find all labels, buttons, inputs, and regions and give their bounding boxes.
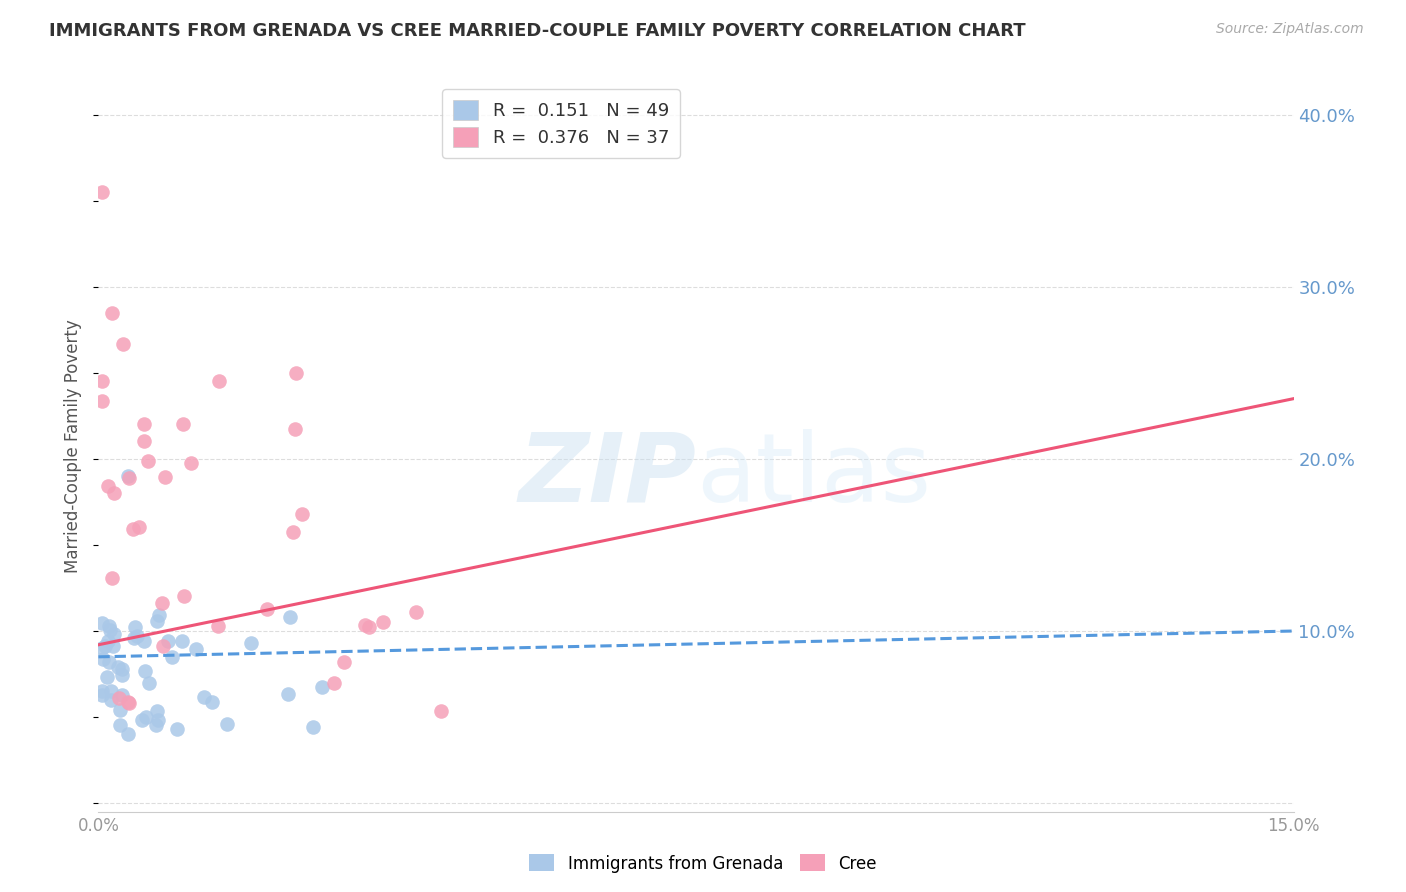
Point	[97, 479, 120, 493]
Point	[145, 614, 167, 628]
Point	[117, 726, 139, 740]
Point	[100, 693, 122, 707]
Point	[112, 337, 135, 351]
Point	[148, 608, 170, 623]
Point	[91, 375, 114, 389]
Point	[172, 633, 194, 648]
Point	[256, 602, 278, 616]
Text: atlas: atlas	[696, 429, 931, 522]
Point	[91, 185, 114, 199]
Point	[98, 619, 121, 633]
Point	[146, 704, 169, 718]
Point	[172, 417, 194, 432]
Point	[91, 616, 114, 631]
Point	[281, 524, 304, 539]
Point	[107, 659, 129, 673]
Text: IMMIGRANTS FROM GRENADA VS CREE MARRIED-COUPLE FAMILY POVERTY CORRELATION CHART: IMMIGRANTS FROM GRENADA VS CREE MARRIED-…	[49, 22, 1026, 40]
Point	[97, 634, 120, 648]
Point	[101, 305, 124, 319]
Point	[121, 522, 143, 536]
Point	[215, 716, 238, 731]
Point	[91, 393, 114, 408]
Point	[153, 470, 176, 484]
Point	[134, 634, 156, 648]
Point	[118, 696, 141, 710]
Point	[108, 690, 131, 705]
Point	[98, 655, 121, 669]
Point	[284, 422, 307, 436]
Point	[91, 652, 114, 666]
Point	[111, 667, 134, 681]
Point	[131, 713, 153, 727]
Point	[110, 688, 132, 702]
Point	[110, 662, 132, 676]
Legend: R =  0.151   N = 49, R =  0.376   N = 37: R = 0.151 N = 49, R = 0.376 N = 37	[441, 89, 681, 158]
Point	[96, 670, 118, 684]
Point	[98, 624, 121, 638]
Point	[91, 688, 114, 702]
Point	[134, 665, 156, 679]
Point	[117, 469, 139, 483]
Point	[103, 627, 125, 641]
Point	[323, 676, 346, 690]
Point	[110, 718, 132, 732]
Point	[101, 640, 124, 654]
Point	[302, 720, 325, 734]
Point	[240, 635, 263, 649]
Point	[429, 704, 451, 718]
Point	[91, 684, 114, 698]
Point	[127, 629, 149, 643]
Point	[132, 417, 155, 432]
Point	[91, 641, 114, 656]
Point	[173, 589, 195, 603]
Point	[371, 615, 394, 629]
Point	[94, 640, 117, 654]
Point	[186, 642, 208, 657]
Point	[145, 718, 167, 732]
Y-axis label: Married-Couple Family Poverty: Married-Couple Family Poverty	[65, 319, 83, 573]
Point	[128, 520, 150, 534]
Point	[146, 714, 169, 728]
Point	[150, 596, 173, 610]
Point	[291, 507, 314, 521]
Text: Source: ZipAtlas.com: Source: ZipAtlas.com	[1216, 22, 1364, 37]
Point	[201, 695, 224, 709]
Point	[332, 655, 354, 669]
Point	[110, 703, 132, 717]
Point	[134, 434, 156, 449]
Point	[278, 610, 301, 624]
Point	[124, 631, 146, 645]
Point	[180, 456, 202, 470]
Point	[193, 690, 215, 704]
Point	[405, 605, 427, 619]
Point	[354, 618, 377, 632]
Point	[277, 687, 299, 701]
Point	[152, 640, 174, 654]
Point	[101, 571, 124, 585]
Point	[166, 722, 188, 736]
Point	[156, 634, 179, 648]
Point	[100, 684, 122, 698]
Point	[135, 710, 157, 724]
Text: ZIP: ZIP	[517, 429, 696, 522]
Point	[208, 375, 231, 389]
Point	[207, 619, 229, 633]
Point	[136, 453, 159, 467]
Point	[160, 650, 183, 665]
Point	[103, 486, 125, 500]
Point	[117, 695, 139, 709]
Point	[118, 470, 141, 484]
Legend: Immigrants from Grenada, Cree: Immigrants from Grenada, Cree	[523, 847, 883, 880]
Point	[311, 681, 333, 695]
Point	[284, 366, 307, 380]
Point	[357, 620, 380, 634]
Point	[124, 620, 146, 634]
Point	[138, 675, 160, 690]
